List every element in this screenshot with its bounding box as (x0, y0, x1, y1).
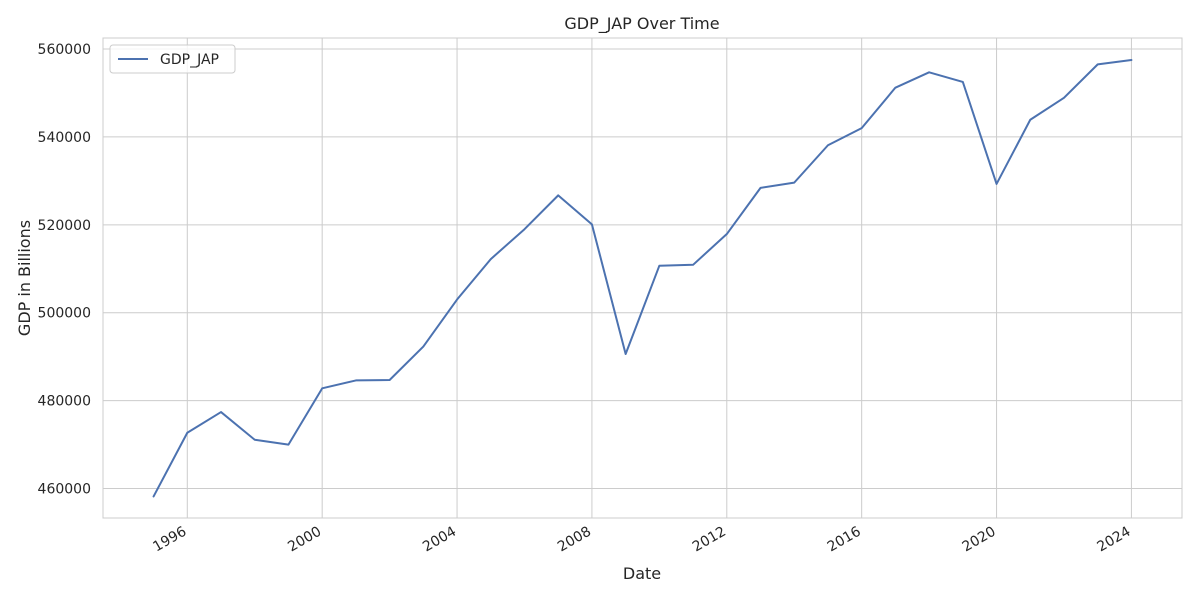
series-line-gdp-jap (152, 58, 1133, 498)
x-tick-label: 2000 (285, 524, 324, 556)
y-axis-title: GDP in Billions (15, 220, 34, 336)
series-layer (152, 58, 1133, 498)
x-tick-label: 2016 (825, 524, 864, 556)
x-tick-label: 2004 (420, 524, 459, 556)
y-tick-label: 540000 (38, 130, 91, 146)
x-axis-title: Date (623, 564, 661, 583)
chart-title: GDP_JAP Over Time (564, 14, 719, 34)
tick-layer: 460000 480000 500000 520000 540000 560000 1996… (38, 42, 1134, 555)
y-tick-label: 520000 (38, 218, 91, 234)
x-tick-label: 2020 (960, 524, 999, 556)
grid-layer (103, 38, 1182, 518)
x-tick-label: 2008 (555, 524, 594, 556)
y-tick-label: 560000 (38, 42, 91, 58)
legend-label: GDP_JAP (160, 52, 219, 68)
y-tick-label: 500000 (38, 306, 91, 322)
y-tick-label: 480000 (38, 394, 91, 410)
legend-box (109, 44, 236, 74)
x-tick-label: 2012 (690, 524, 729, 556)
plot-frame (102, 37, 1183, 519)
legend: GDP_JAP (109, 44, 236, 74)
y-tick-label: 460000 (38, 482, 91, 498)
x-tick-label: 1996 (150, 524, 189, 556)
x-tick-label: 2024 (1095, 524, 1134, 556)
